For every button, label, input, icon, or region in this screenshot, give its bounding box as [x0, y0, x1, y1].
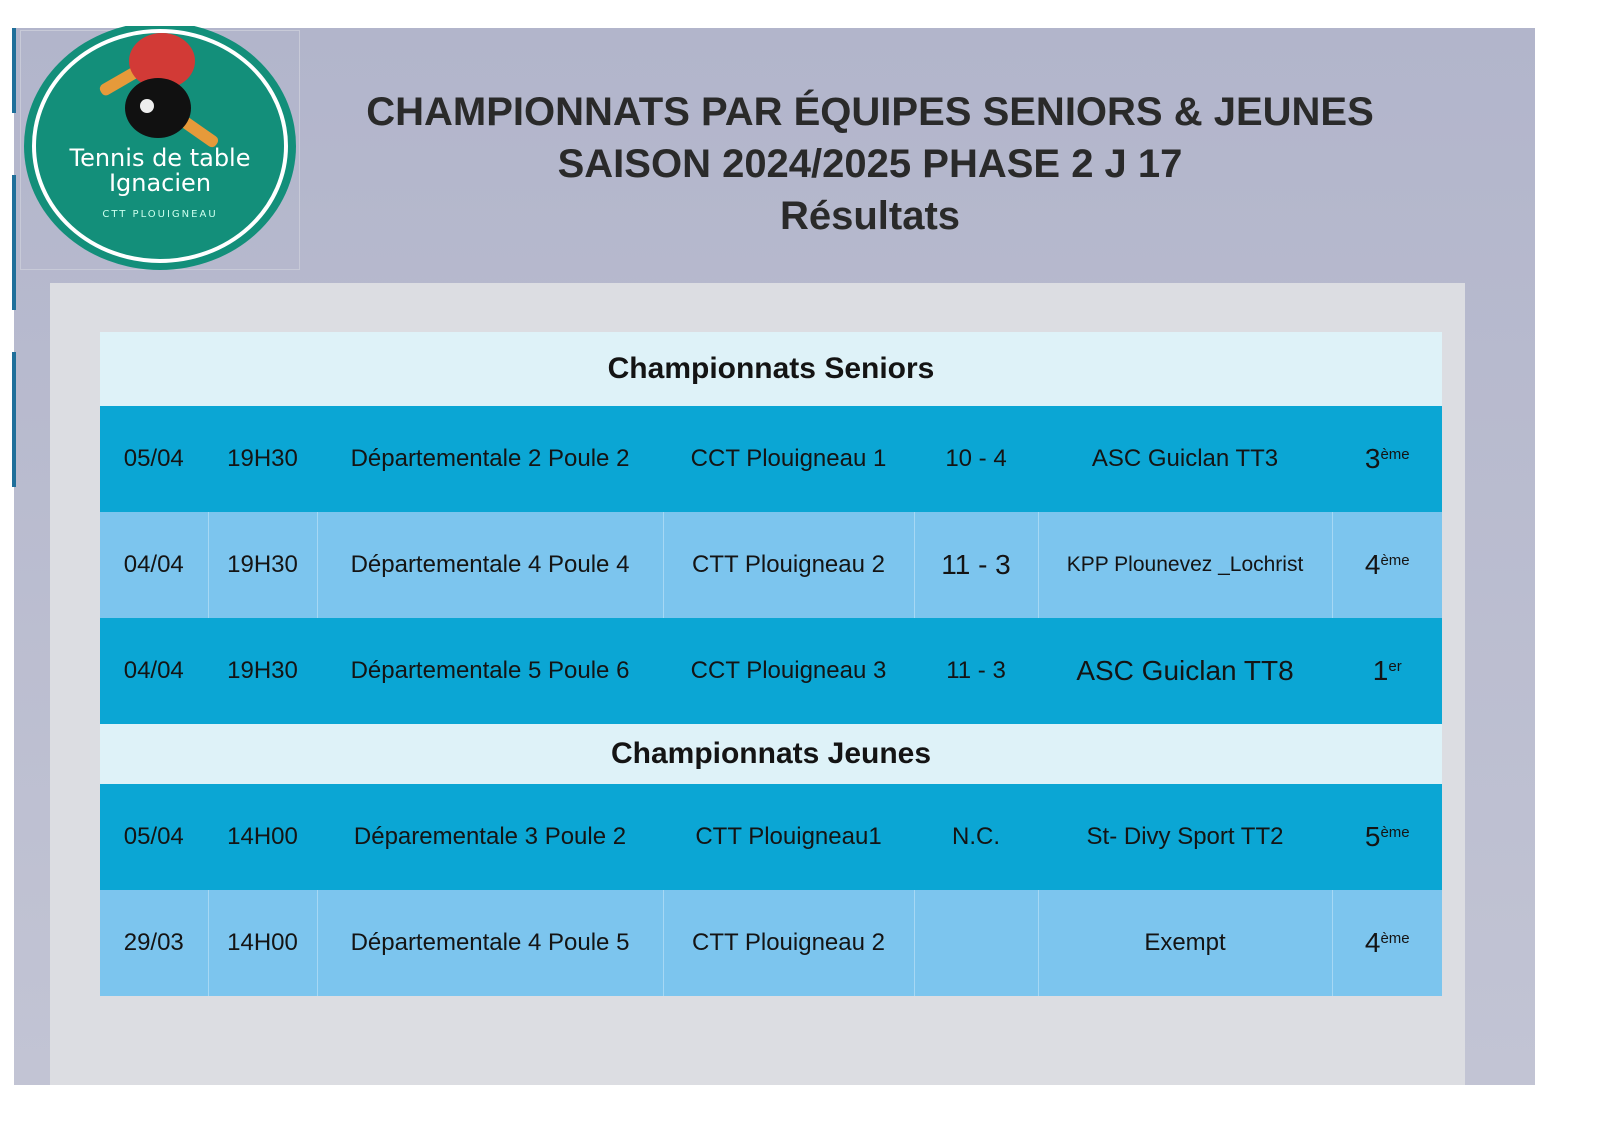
team-cell: CTT Plouigneau 2 — [662, 512, 914, 618]
opponent-cell: Exempt — [1037, 890, 1332, 996]
rank-cell: 5ème — [1331, 784, 1443, 890]
rank-cell: 1er — [1331, 618, 1443, 724]
division-cell: Départementale 5 Poule 6 — [316, 618, 663, 724]
time-cell: 19H30 — [207, 512, 317, 618]
edge-mark — [12, 175, 16, 310]
result-row: 29/03 14H00 Départementale 4 Poule 5 CTT… — [100, 890, 1443, 996]
rank-value: 5 — [1364, 821, 1381, 852]
svg-text:CTT PLOUIGNEAU: CTT PLOUIGNEAU — [102, 209, 217, 220]
section-header: Championnats Seniors — [100, 332, 1443, 406]
svg-text:Ignacien: Ignacien — [109, 169, 211, 197]
division-cell: Départementale 2 Poule 2 — [316, 406, 663, 512]
page-title: CHAMPIONNATS PAR ÉQUIPES SENIORS & JEUNE… — [366, 90, 1374, 238]
division-cell: Déparementale 3 Poule 2 — [316, 784, 663, 890]
svg-text:Tennis de table: Tennis de table — [69, 144, 251, 172]
opponent-cell: KPP Plounevez _Lochrist — [1037, 512, 1332, 618]
rank-cell: 3ème — [1331, 406, 1443, 512]
rank-value: 4 — [1364, 549, 1381, 580]
score-cell — [913, 890, 1038, 996]
rank-cell: 4ème — [1331, 512, 1443, 618]
edge-mark — [12, 28, 16, 113]
date-cell: 05/04 — [100, 784, 208, 890]
time-cell: 19H30 — [207, 618, 317, 724]
section-title: Championnats Jeunes — [100, 724, 1443, 784]
score-cell: 10 - 4 — [913, 406, 1038, 512]
result-row: 04/04 19H30 Départementale 4 Poule 4 CTT… — [100, 512, 1443, 618]
rank-suffix: er — [1388, 658, 1402, 675]
rank-suffix: ème — [1380, 824, 1410, 841]
result-row: 05/04 14H00 Déparementale 3 Poule 2 CTT … — [100, 784, 1443, 890]
rank-suffix: ème — [1380, 930, 1410, 947]
opponent-cell: St- Divy Sport TT2 — [1037, 784, 1332, 890]
date-cell: 04/04 — [100, 512, 208, 618]
edge-mark — [12, 352, 16, 487]
section-header: Championnats Jeunes — [100, 724, 1443, 784]
time-cell: 19H30 — [207, 406, 317, 512]
team-cell: CCT Plouigneau 3 — [662, 618, 914, 724]
team-cell: CTT Plouigneau 2 — [662, 890, 914, 996]
rank-suffix: ème — [1380, 446, 1410, 463]
team-cell: CCT Plouigneau 1 — [662, 406, 914, 512]
results-table: Championnats Seniors 05/04 19H30 Départem… — [100, 332, 1443, 996]
score-cell: 11 - 3 — [913, 618, 1038, 724]
opponent-cell: ASC Guiclan TT3 — [1037, 406, 1332, 512]
time-cell: 14H00 — [207, 784, 317, 890]
division-cell: Départementale 4 Poule 4 — [316, 512, 663, 618]
rank-value: 3 — [1364, 443, 1381, 474]
team-cell: CTT Plouigneau1 — [662, 784, 914, 890]
result-row: 05/04 19H30 Départementale 2 Poule 2 CCT… — [100, 406, 1443, 512]
score-cell: 11 - 3 — [913, 512, 1038, 618]
rank-suffix: ème — [1380, 552, 1410, 569]
division-cell: Départementale 4 Poule 5 — [316, 890, 663, 996]
date-cell: 04/04 — [100, 618, 208, 724]
rank-cell: 4ème — [1331, 890, 1443, 996]
club-logo: Tennis de table Ignacien CTT PLOUIGNEAU — [24, 26, 296, 270]
result-row: 04/04 19H30 Départementale 5 Poule 6 CCT… — [100, 618, 1443, 724]
rank-value: 1 — [1372, 655, 1389, 686]
score-cell: N.C. — [913, 784, 1038, 890]
time-cell: 14H00 — [207, 890, 317, 996]
rank-value: 4 — [1364, 927, 1381, 958]
date-cell: 29/03 — [100, 890, 208, 996]
section-title: Championnats Seniors — [100, 332, 1443, 406]
date-cell: 05/04 — [100, 406, 208, 512]
opponent-cell: ASC Guiclan TT8 — [1037, 618, 1332, 724]
